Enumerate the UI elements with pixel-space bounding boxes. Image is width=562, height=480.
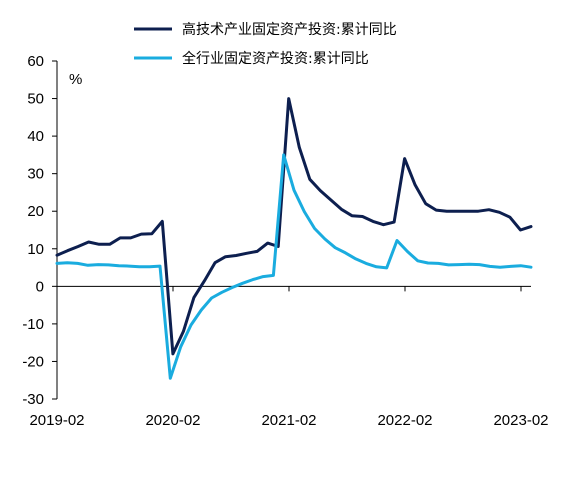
y-tick-label: 0	[36, 278, 44, 295]
y-tick-label: 20	[27, 203, 44, 220]
series-line-1	[55, 97, 533, 356]
legend: 高技术产业固定资产投资:累计同比 全行业固定资产投资:累计同比	[134, 21, 397, 67]
series-line-2	[55, 153, 533, 380]
x-tick-label: 2022-02	[377, 412, 432, 429]
x-tick-label: 2019-02	[29, 412, 84, 429]
y-tick-label: -10	[22, 316, 44, 333]
y-tick-label: 50	[27, 91, 44, 108]
y-tick-label: 40	[27, 128, 44, 145]
y-tick-label: 60	[27, 53, 44, 70]
x-tick-label: 2020-02	[145, 412, 200, 429]
unit-label: %	[69, 71, 82, 88]
axes: -30 -20 -10 0 10 20 30 40 50 60 2019-02 2020-02 2021…	[22, 53, 548, 429]
x-tick-label: 2023-02	[493, 412, 548, 429]
y-tick-label: -20	[22, 353, 44, 370]
legend-label-series-1: 高技术产业固定资产投资:累计同比	[182, 21, 397, 38]
legend-label-series-2: 全行业固定资产投资:累计同比	[182, 50, 369, 67]
y-tick-label: 30	[27, 166, 44, 183]
series-layer	[55, 97, 533, 380]
y-tick-label: 10	[27, 241, 44, 258]
x-tick-label: 2021-02	[261, 412, 316, 429]
y-tick-label: -30	[22, 391, 44, 408]
